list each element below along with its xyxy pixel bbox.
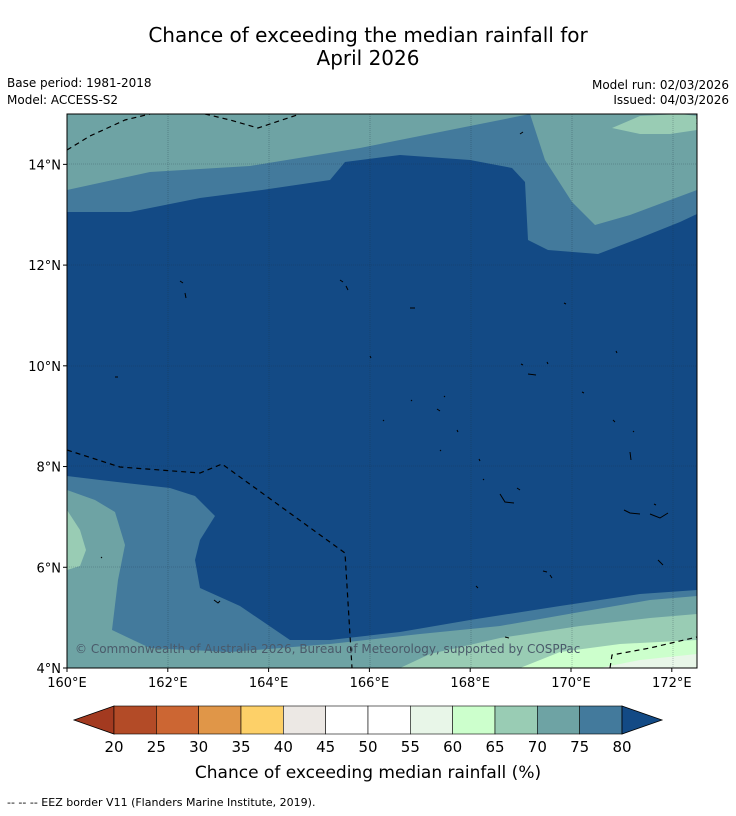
eez-borders [67,114,697,668]
colorbar-label: 55 [401,738,420,756]
band-80-plus [67,155,697,640]
islands [100,131,669,639]
y-tick-label: 6°N [37,561,62,576]
graticule [67,114,697,668]
colorbar-label: 20 [104,738,123,756]
y-tick-label: 8°N [37,461,62,476]
colorbar-label: 75 [570,738,589,756]
colorbar-cell [283,705,326,735]
colorbar-label: 60 [443,738,462,756]
colorbar: 20 25 30 35 40 45 50 55 60 65 70 75 80 Chance of exc… [72,705,664,783]
model-run: Model run: 02/03/2026 [591,78,729,92]
colorbar-cell [452,705,496,735]
band-65-west [67,510,86,570]
band-55-southeast [600,654,697,668]
colorbar-title: Chance of exceeding median rainfall (%) [195,763,541,783]
band-65-northeast [612,114,697,134]
colorbar-cell [113,705,157,735]
colorbar-cell [156,705,199,735]
colorbar-label: 25 [147,738,166,756]
band-70-southwest [67,490,697,668]
x-tick-label: 170°E [551,676,591,691]
y-axis: 4°N 6°N 8°N 10°N 12°N 14°N [28,158,67,677]
colorbar-cell [410,705,453,735]
colorbar-under-arrow [72,705,115,735]
base-period: Base period: 1981-2018 [7,76,152,90]
colorbar-label: 35 [231,738,250,756]
x-tick-label: 172°E [652,676,692,691]
colorbar-label: 40 [274,738,293,756]
colorbar-cell [198,705,242,735]
colorbar-label: 45 [316,738,335,756]
x-tick-label: 164°E [249,676,289,691]
eez-footnote: -- -- -- EEZ border V11 (Flanders Marine… [7,796,316,809]
copyright-text: © Commonwealth of Australia 2026, Bureau… [75,642,580,656]
colorbar-cell [494,705,538,735]
y-tick-label: 10°N [28,360,61,375]
colorbar-label: 30 [189,738,208,756]
x-tick-label: 160°E [47,676,87,691]
y-tick-label: 14°N [28,158,61,173]
plot-frame [66,113,698,669]
title-line-1: Chance of exceeding the median rainfall … [148,23,588,47]
x-tick-label: 168°E [450,676,490,691]
colorbar-cell [325,705,369,735]
colorbar-cell [367,705,411,735]
map-figure: © Commonwealth of Australia 2026, Bureau… [28,113,698,783]
colorbar-label: 50 [358,738,377,756]
y-tick-label: 12°N [28,259,61,274]
colorbar-label: 80 [612,738,631,756]
issued-date: Issued: 04/03/2026 [613,93,729,107]
map-plot-area [67,114,697,668]
colorbar-label: 70 [528,738,547,756]
colorbar-label: 65 [485,738,504,756]
colorbar-cell [537,705,580,735]
title-line-2: April 2026 [316,46,420,70]
colorbar-over-arrow [621,705,664,735]
colorbar-cell [240,705,284,735]
x-tick-label: 162°E [148,676,188,691]
colorbar-cell [579,705,623,735]
x-tick-label: 166°E [350,676,390,691]
model-name: Model: ACCESS-S2 [7,93,119,107]
x-axis: 160°E 162°E 164°E 166°E 168°E 170°E 172°E [47,668,692,691]
y-tick-label: 4°N [37,662,62,677]
